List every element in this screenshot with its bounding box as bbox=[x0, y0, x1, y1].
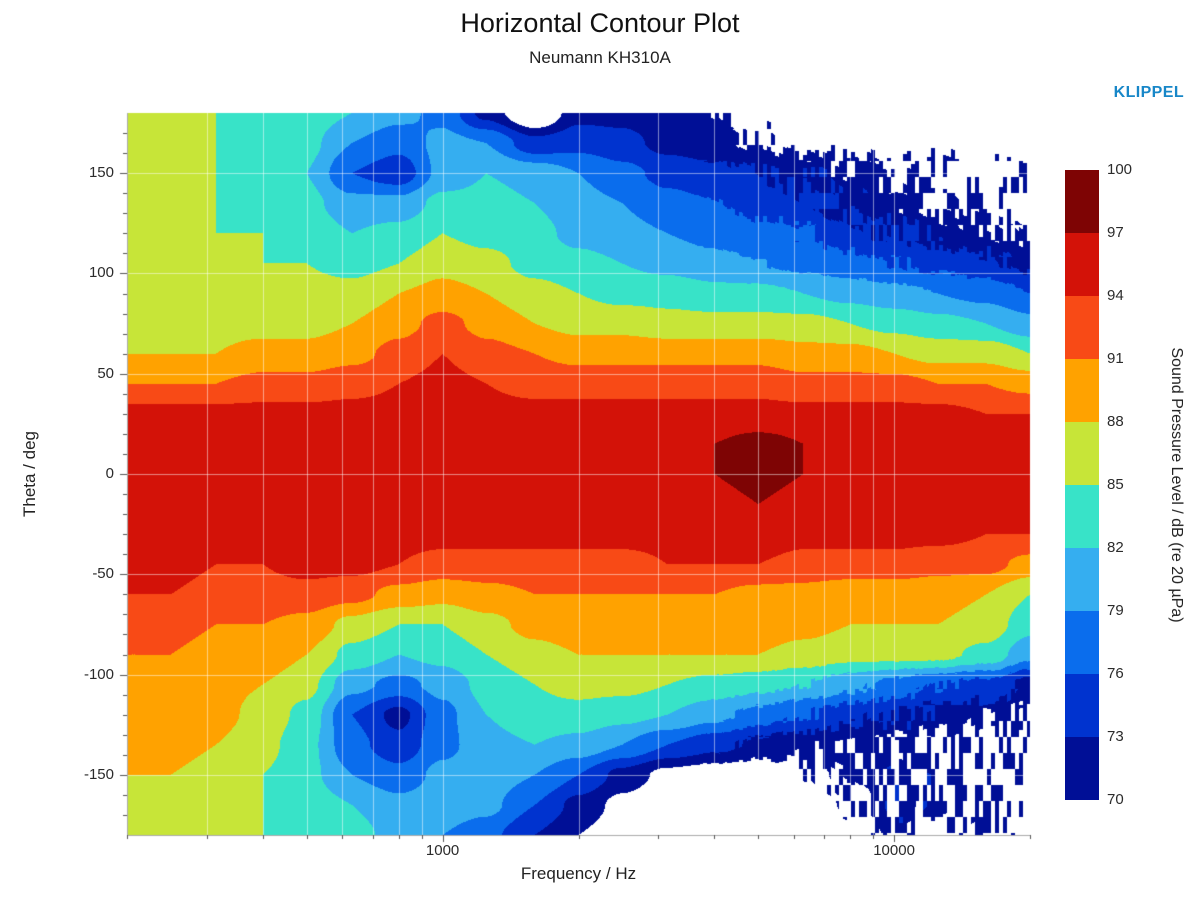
x-axis-tick-label: 10000 bbox=[873, 842, 915, 859]
chart-subtitle: Neumann KH310A bbox=[529, 48, 671, 67]
colorbar-band bbox=[1065, 737, 1099, 800]
y-axis-tick-label: 100 bbox=[88, 264, 114, 282]
colorbar-tick-label: 91 bbox=[1107, 350, 1124, 367]
colorbar-tick-label: 79 bbox=[1107, 602, 1124, 619]
x-axis-tick-label: 1000 bbox=[425, 842, 460, 859]
colorbar-band bbox=[1065, 611, 1099, 674]
colorbar-tick-label: 76 bbox=[1107, 665, 1124, 682]
colorbar-band bbox=[1065, 359, 1099, 422]
colorbar-tick-label: 85 bbox=[1107, 476, 1124, 493]
colorbar-tick-label: 73 bbox=[1107, 728, 1124, 745]
colorbar-band bbox=[1065, 674, 1099, 737]
colorbar-tick-label: 94 bbox=[1107, 287, 1124, 304]
y-axis-title: Theta / deg bbox=[20, 430, 39, 518]
colorbar-band bbox=[1065, 170, 1099, 233]
colorbar-tick-label: 97 bbox=[1107, 224, 1124, 241]
colorbar-title: Sound Pressure Level / dB (re 20 µPa) bbox=[1168, 347, 1185, 623]
klippel-logo: KLIPPEL bbox=[1113, 84, 1184, 101]
colorbar-band bbox=[1065, 233, 1099, 296]
colorbar-tick-label: 88 bbox=[1107, 413, 1124, 430]
colorbar-tick-label: 82 bbox=[1107, 539, 1124, 556]
colorbar-band bbox=[1065, 296, 1099, 359]
x-axis-title: Frequency / Hz bbox=[520, 864, 637, 883]
chart-title: Horizontal Contour Plot bbox=[460, 8, 740, 38]
colorbar-tick-label: 100 bbox=[1107, 161, 1133, 178]
y-axis-tick-label: -150 bbox=[83, 765, 114, 783]
y-axis-tick-label: 0 bbox=[105, 465, 114, 482]
colorbar-band bbox=[1065, 422, 1099, 485]
y-axis-tick-label: 150 bbox=[88, 164, 114, 182]
colorbar-tick-label: 70 bbox=[1107, 791, 1124, 808]
colorbar-band bbox=[1065, 548, 1099, 611]
y-axis-tick-label: -100 bbox=[83, 665, 114, 683]
y-axis-tick-label: 50 bbox=[97, 364, 114, 382]
y-axis-tick-label: -50 bbox=[92, 565, 114, 583]
colorbar-band bbox=[1065, 485, 1099, 548]
